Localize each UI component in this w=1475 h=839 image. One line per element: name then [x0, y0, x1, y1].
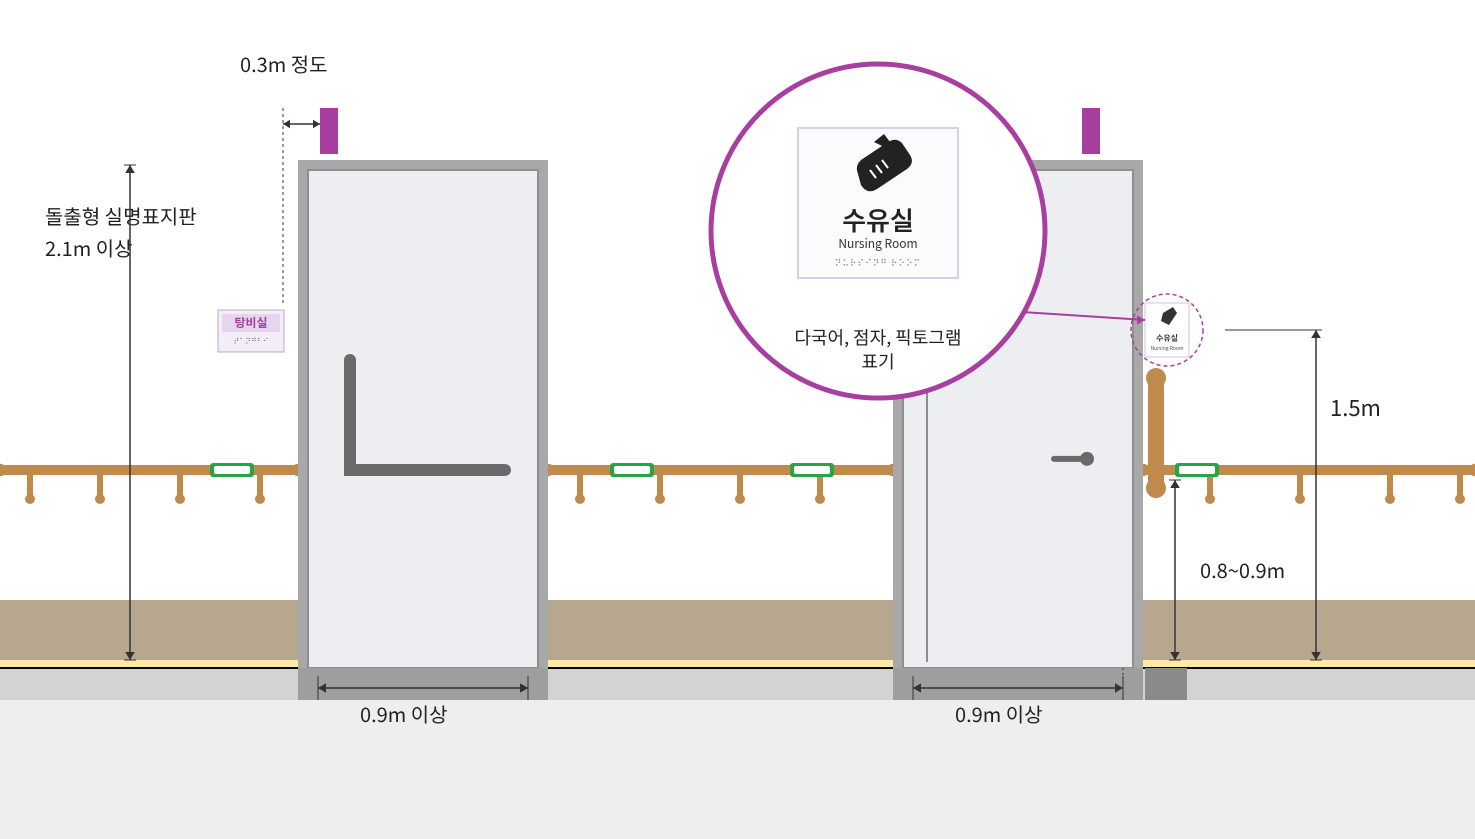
magnifier-caption-2: 표기: [861, 348, 894, 374]
nursing-sign-braille: ⠝⠥⠗⠎⠊⠝⠛ ⠗⠕⠕⠍: [835, 256, 922, 269]
door-left: [298, 160, 548, 700]
nursing-sign-title-ko: 수유실: [842, 201, 914, 238]
nursing-sign-title-en: Nursing Room: [838, 235, 917, 252]
dim-label-handrail-h: 0.8~0.9m: [1200, 555, 1285, 584]
svg-text:수유실: 수유실: [1156, 333, 1178, 344]
door-handle-lever: [1051, 456, 1087, 462]
magnifier-caption-1: 다국어, 점자, 픽토그램: [794, 324, 961, 350]
svg-text:Nursing Room: Nursing Room: [1150, 345, 1183, 352]
dim-label-sign-h: 1.5m: [1330, 391, 1381, 423]
pantry-sign-title: 탕비실: [234, 314, 267, 331]
wall-sign-pantry: 탕비실 ⠞⠁⠝⠛⠃⠊: [218, 310, 284, 352]
dim-label-projecting-1: 돌출형 실명표지판: [45, 201, 197, 230]
floor-group: [0, 600, 1475, 839]
dim-label-sign-offset: 0.3m 정도: [240, 49, 328, 78]
grab-bar-vertical: [1146, 368, 1166, 498]
dim-label-door-left: 0.9m 이상: [360, 699, 448, 728]
dim-label-projecting-2: 2.1m 이상: [45, 233, 133, 262]
pantry-sign-braille: ⠞⠁⠝⠛⠃⠊: [233, 336, 268, 347]
dim-label-door-right: 0.9m 이상: [955, 699, 1043, 728]
overhead-sign-left: [320, 108, 338, 154]
overhead-sign-right: [1082, 108, 1100, 154]
